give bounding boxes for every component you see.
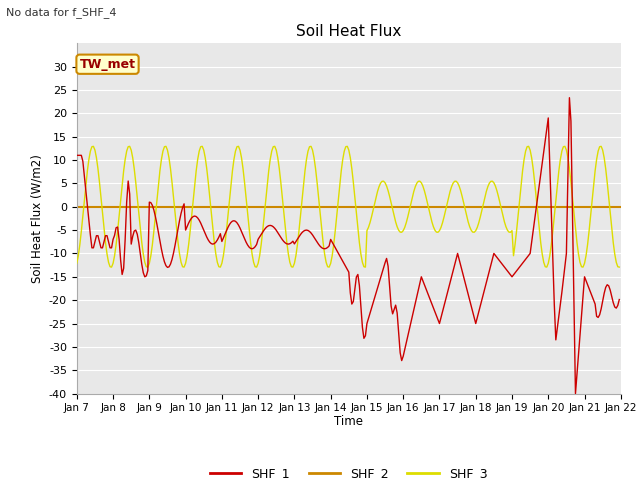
Legend: SHF_1, SHF_2, SHF_3: SHF_1, SHF_2, SHF_3: [205, 462, 492, 480]
Text: No data for f_SHF_4: No data for f_SHF_4: [6, 7, 117, 18]
Y-axis label: Soil Heat Flux (W/m2): Soil Heat Flux (W/m2): [30, 154, 44, 283]
X-axis label: Time: Time: [334, 415, 364, 428]
Text: TW_met: TW_met: [79, 58, 136, 71]
Title: Soil Heat Flux: Soil Heat Flux: [296, 24, 401, 39]
